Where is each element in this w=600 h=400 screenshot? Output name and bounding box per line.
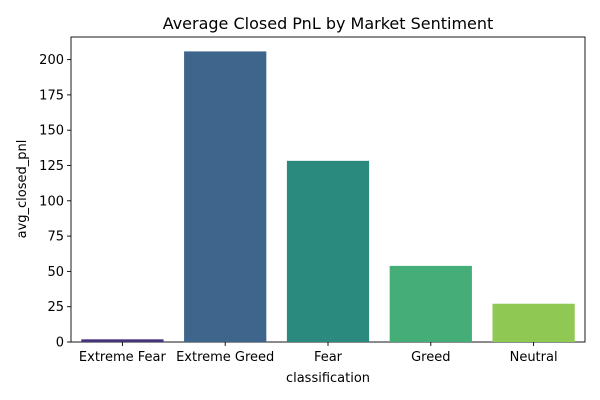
y-tick-label: 25	[47, 300, 64, 315]
bar-neutral	[492, 303, 575, 342]
x-tick-label: Greed	[411, 350, 450, 365]
bar-fear	[286, 160, 370, 342]
y-tick-label: 200	[39, 53, 64, 68]
y-tick-label: 100	[39, 194, 64, 209]
x-tick-label: Extreme Fear	[79, 350, 167, 365]
y-tick-label: 50	[47, 265, 64, 280]
bar-extreme-fear	[81, 339, 164, 342]
bar-extreme-greed	[184, 51, 267, 343]
x-tick-label: Fear	[314, 350, 343, 365]
y-tick-label: 0	[56, 336, 64, 351]
y-axis-label: avg_closed_pnl	[15, 140, 30, 239]
y-tick-label: 150	[39, 124, 64, 139]
x-tick-label: Extreme Greed	[176, 350, 274, 365]
y-tick-label: 125	[39, 159, 64, 174]
y-axis: 0 25 50 75 100 125 150 175 200	[39, 53, 71, 351]
chart-title: Average Closed PnL by Market Sentiment	[163, 14, 494, 33]
y-tick-label: 75	[47, 230, 64, 245]
x-axis: Extreme Fear Extreme Greed Fear Greed Neutra…	[79, 342, 558, 365]
bars-group	[81, 51, 575, 343]
x-axis-label: classification	[286, 371, 370, 386]
x-tick-label: Neutral	[510, 350, 558, 365]
y-tick-label: 175	[39, 88, 64, 103]
bar-greed	[389, 265, 472, 342]
